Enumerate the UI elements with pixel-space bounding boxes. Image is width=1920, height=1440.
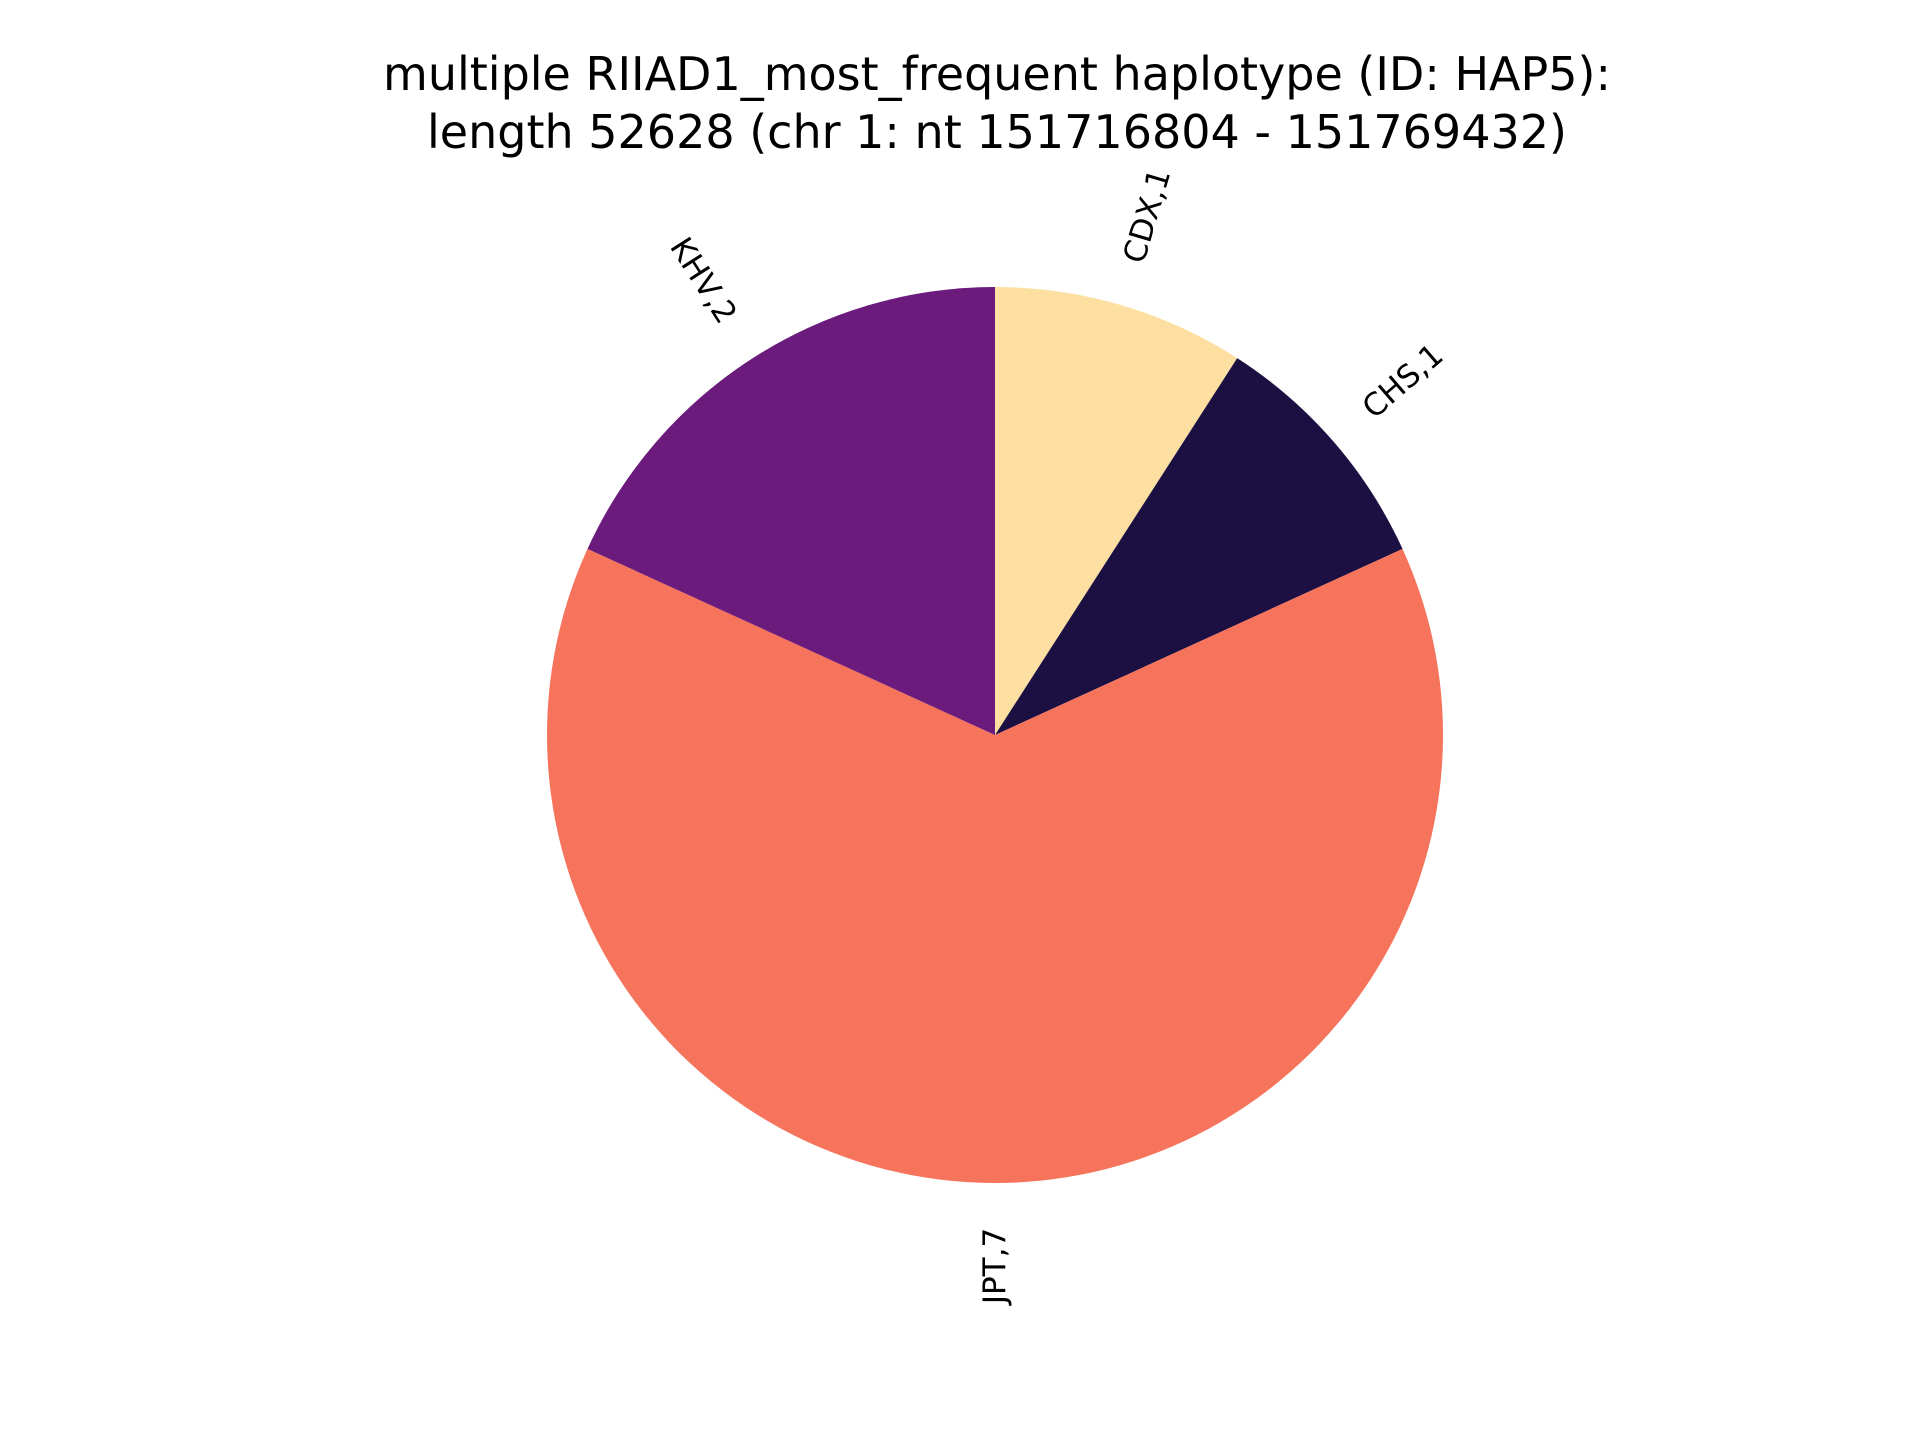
pie-slices xyxy=(547,287,1443,1183)
pie-slice-cdx xyxy=(995,287,1238,735)
chart-title-line-1: multiple RIIAD1_most_frequent haplotype … xyxy=(383,47,1611,101)
chart-title-line-2: length 52628 (chr 1: nt 151716804 - 1517… xyxy=(427,105,1567,159)
pie-slice-jpt xyxy=(547,548,1443,1183)
pie-label-khv: KHV,2 xyxy=(662,231,743,330)
pie-label-chs: CHS,1 xyxy=(1356,337,1451,426)
pie-slice-khv xyxy=(587,287,995,735)
pie-label-jpt: JPT,7 xyxy=(977,1228,1013,1306)
pie-slice-chs xyxy=(995,358,1403,735)
pie-label-cdx: CDX,1 xyxy=(1117,165,1179,268)
